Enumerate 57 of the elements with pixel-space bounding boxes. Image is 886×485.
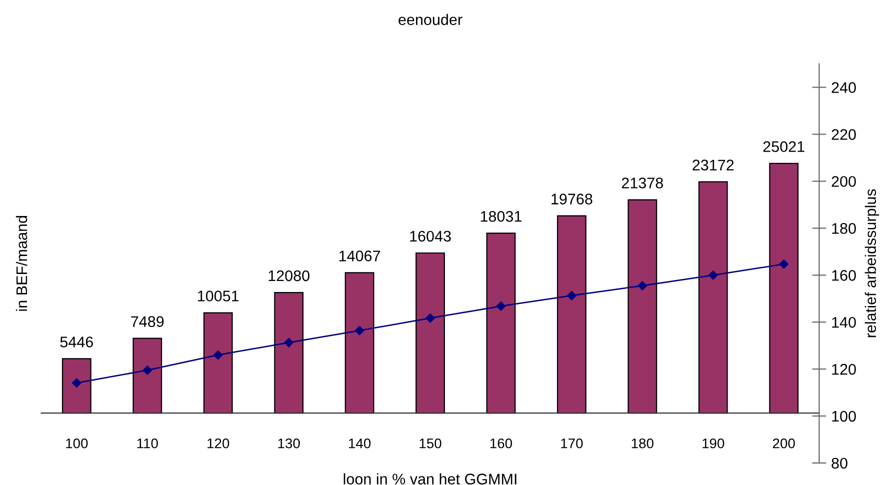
x-tick-label: 150 [420, 438, 442, 448]
x-tick-label: 100 [66, 438, 88, 448]
point [284, 338, 294, 348]
point [496, 302, 506, 311]
bar [769, 162, 799, 414]
data-label: 18031 [480, 210, 522, 222]
x-tick-label: 180 [632, 438, 654, 448]
y2-tick-label: 100 [832, 410, 856, 422]
data-label: 7489 [131, 316, 164, 327]
data-label: 10051 [198, 290, 239, 302]
point [213, 350, 223, 360]
y2-tick-label: 120 [832, 364, 856, 375]
data-label: 16043 [410, 230, 451, 242]
data-label: 23172 [692, 160, 734, 171]
bar [698, 181, 728, 414]
x-tick-label: 110 [137, 438, 158, 448]
x-tick-label: 130 [278, 438, 300, 448]
y-axis-title: in BEF/maand [16, 216, 28, 311]
point [354, 326, 364, 336]
data-label: 21378 [622, 178, 663, 188]
bar [556, 215, 586, 414]
x-tick-label: 170 [561, 438, 583, 448]
y2-tick-label: 220 [832, 129, 856, 140]
data-label: 12080 [268, 270, 310, 282]
y2-tick-label: 180 [832, 223, 856, 234]
y2-axis-title: relatief arbeidssurplus [864, 189, 880, 338]
bar [344, 272, 374, 414]
bar [62, 358, 92, 414]
bar [628, 199, 658, 414]
point [708, 270, 718, 280]
y2-tick-label: 160 [832, 270, 856, 281]
point [426, 313, 435, 323]
bar [416, 252, 445, 414]
point [142, 366, 152, 375]
x-tick-label: 120 [208, 438, 230, 448]
bar [203, 312, 233, 414]
point [567, 290, 576, 300]
bar [132, 338, 162, 414]
data-label: 5446 [60, 336, 93, 348]
y2-tick-label: 80 [832, 458, 848, 469]
y2-tick-label: 240 [832, 82, 856, 93]
x-tick-label: 140 [348, 438, 371, 448]
data-label: 25021 [763, 141, 804, 152]
point [72, 378, 82, 388]
x-axis-title: loon in % van het GGMMI [344, 473, 516, 484]
data-label: 19768 [552, 194, 592, 204]
point [638, 281, 648, 290]
chart-title: eenouder [398, 14, 462, 26]
point [779, 259, 788, 269]
bar [486, 232, 516, 414]
x-tick-label: 160 [490, 438, 512, 448]
y2-tick-label: 200 [832, 176, 856, 187]
bar [274, 292, 304, 414]
data-label: 14067 [339, 250, 380, 262]
y2-tick-label: 140 [832, 316, 856, 328]
x-tick-label: 200 [772, 438, 795, 448]
x-tick-label: 190 [702, 438, 724, 448]
